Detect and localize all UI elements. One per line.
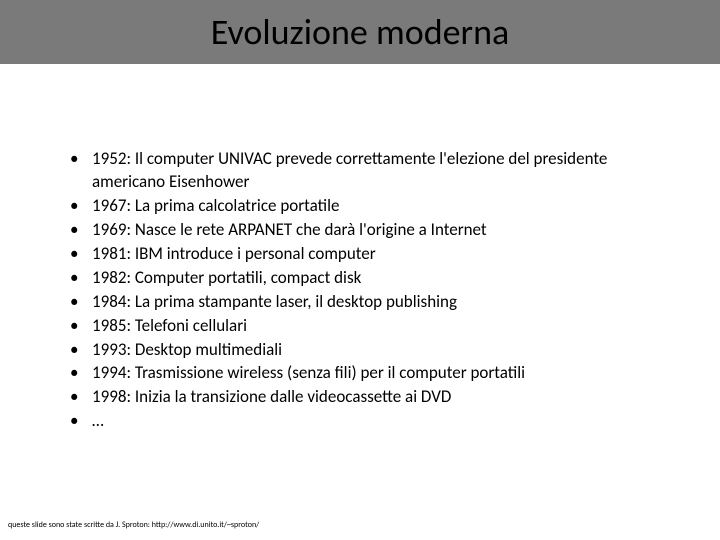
bullet-text: 1981: IBM introduce i personal computer bbox=[92, 243, 660, 266]
bullet-icon: • bbox=[70, 362, 92, 385]
list-item: • 1967: La prima calcolatrice portatile bbox=[70, 195, 660, 218]
list-item: • 1969: Nasce le rete ARPANET che darà l… bbox=[70, 219, 660, 242]
bullet-text: 1994: Trasmissione wireless (senza fili)… bbox=[92, 362, 660, 385]
bullet-text: 1969: Nasce le rete ARPANET che darà l'o… bbox=[92, 219, 660, 242]
list-item: • 1952: Il computer UNIVAC prevede corre… bbox=[70, 148, 660, 194]
list-item: • … bbox=[70, 410, 660, 433]
bullet-list: • 1952: Il computer UNIVAC prevede corre… bbox=[70, 148, 660, 433]
bullet-icon: • bbox=[70, 195, 92, 218]
footer-credit: queste slide sono state scritte da J. Sp… bbox=[8, 520, 259, 530]
bullet-text: 1952: Il computer UNIVAC prevede corrett… bbox=[92, 148, 660, 194]
bullet-text: 1982: Computer portatili, compact disk bbox=[92, 267, 660, 290]
list-item: • 1981: IBM introduce i personal compute… bbox=[70, 243, 660, 266]
slide-title: Evoluzione moderna bbox=[211, 10, 510, 54]
list-item: • 1982: Computer portatili, compact disk bbox=[70, 267, 660, 290]
bullet-icon: • bbox=[70, 386, 92, 409]
bullet-icon: • bbox=[70, 219, 92, 242]
bullet-text: 1984: La prima stampante laser, il deskt… bbox=[92, 291, 660, 314]
bullet-icon: • bbox=[70, 410, 92, 433]
bullet-text: 1998: Inizia la transizione dalle videoc… bbox=[92, 386, 660, 409]
bullet-text: 1985: Telefoni cellulari bbox=[92, 315, 660, 338]
bullet-text: … bbox=[92, 410, 660, 433]
bullet-text: 1967: La prima calcolatrice portatile bbox=[92, 195, 660, 218]
bullet-icon: • bbox=[70, 339, 92, 362]
list-item: • 1993: Desktop multimediali bbox=[70, 339, 660, 362]
bullet-icon: • bbox=[70, 243, 92, 266]
list-item: • 1994: Trasmissione wireless (senza fil… bbox=[70, 362, 660, 385]
list-item: • 1984: La prima stampante laser, il des… bbox=[70, 291, 660, 314]
title-bar: Evoluzione moderna bbox=[0, 0, 720, 64]
bullet-icon: • bbox=[70, 148, 92, 171]
bullet-text: 1993: Desktop multimediali bbox=[92, 339, 660, 362]
list-item: • 1985: Telefoni cellulari bbox=[70, 315, 660, 338]
bullet-icon: • bbox=[70, 267, 92, 290]
bullet-icon: • bbox=[70, 291, 92, 314]
bullet-icon: • bbox=[70, 315, 92, 338]
content-area: • 1952: Il computer UNIVAC prevede corre… bbox=[0, 64, 720, 433]
list-item: • 1998: Inizia la transizione dalle vide… bbox=[70, 386, 660, 409]
